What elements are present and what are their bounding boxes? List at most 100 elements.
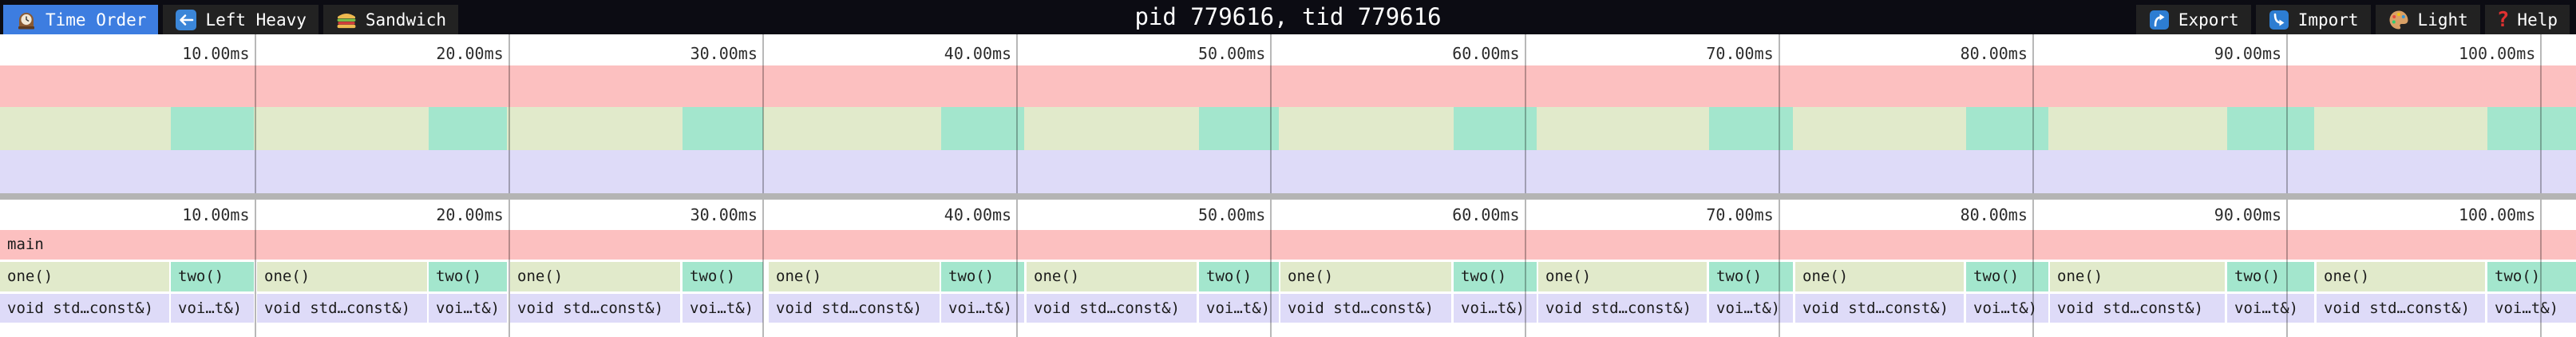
- frame-two-sub[interactable]: voi…t&): [1966, 294, 2048, 323]
- frame-two-sub[interactable]: voi…t&): [2227, 294, 2314, 323]
- tick-label: 30.00ms: [690, 44, 758, 63]
- left-arrow-icon: [175, 9, 197, 31]
- frame-one-sub[interactable]: void std…const&): [769, 294, 940, 323]
- gridline: [2032, 200, 2034, 337]
- frame-one-sub[interactable]: void std…const&): [257, 294, 427, 323]
- tick-label: 70.00ms: [1706, 205, 1774, 224]
- frame-one[interactable]: one(): [2317, 262, 2485, 291]
- frame-two-sub[interactable]: voi…t&): [1709, 294, 1793, 323]
- tick-label: 40.00ms: [944, 205, 1012, 224]
- frame-one[interactable]: one(): [769, 262, 940, 291]
- frame-one[interactable]: one(): [1027, 262, 1197, 291]
- flamechart[interactable]: 10.00ms 20.00ms 30.00ms 40.00ms 50.00ms 60.00…: [0, 200, 2576, 337]
- frame-two[interactable]: two(): [1709, 262, 1793, 291]
- frame-two-sub[interactable]: voi…t&): [941, 294, 1024, 323]
- frame-one[interactable]: one(): [1795, 262, 1964, 291]
- export-icon: [2148, 9, 2170, 31]
- tick-label: 100.00ms: [2458, 205, 2536, 224]
- frame-one-sub[interactable]: void std…const&): [2050, 294, 2225, 323]
- gridline: [762, 34, 764, 193]
- minimap-frame-two[interactable]: [2227, 107, 2314, 150]
- gridline: [1270, 34, 1272, 193]
- tab-sandwich[interactable]: Sandwich: [322, 5, 459, 34]
- tab-label: Time Order: [46, 10, 147, 30]
- frame-one[interactable]: one(): [257, 262, 427, 291]
- help-button[interactable]: ? Help: [2484, 5, 2570, 34]
- frame-two-sub[interactable]: voi…t&): [2487, 294, 2576, 323]
- minimap-frame-two[interactable]: [1454, 107, 1537, 150]
- button-label: Import: [2297, 10, 2359, 30]
- tab-label: Left Heavy: [205, 10, 307, 30]
- frame-two[interactable]: two(): [1966, 262, 2048, 291]
- button-label: Help: [2517, 10, 2558, 30]
- frame-one[interactable]: one(): [2050, 262, 2225, 291]
- frame-one[interactable]: one(): [1280, 262, 1451, 291]
- tick-label: 10.00ms: [182, 44, 250, 63]
- palette-icon: [2388, 9, 2410, 31]
- frame-main[interactable]: main: [0, 230, 2576, 260]
- frame-two[interactable]: two(): [2487, 262, 2576, 291]
- toolbar-actions: Export Import: [2135, 5, 2576, 34]
- frame-two-sub[interactable]: voi…t&): [1199, 294, 1279, 323]
- gridline: [1778, 34, 1780, 193]
- frame-one-sub[interactable]: void std…const&): [0, 294, 169, 323]
- import-button[interactable]: Import: [2255, 5, 2371, 34]
- gridline: [2286, 200, 2289, 337]
- frame-two[interactable]: two(): [1454, 262, 1537, 291]
- tab-time-order[interactable]: Time Order: [3, 5, 159, 34]
- gridline: [2540, 34, 2542, 193]
- tick-label: 100.00ms: [2458, 44, 2536, 63]
- frame-two[interactable]: two(): [683, 262, 763, 291]
- minimap-frame-two[interactable]: [429, 107, 507, 150]
- frame-two[interactable]: two(): [2227, 262, 2314, 291]
- tick-label: 50.00ms: [1198, 205, 1266, 224]
- theme-toggle-button[interactable]: Light: [2375, 5, 2480, 34]
- minimap-divider[interactable]: [0, 193, 2576, 200]
- tick-label: 60.00ms: [1452, 205, 1520, 224]
- gridline: [762, 200, 764, 337]
- frame-one[interactable]: one(): [1538, 262, 1707, 291]
- frame-one-sub[interactable]: void std…const&): [1280, 294, 1451, 323]
- export-button[interactable]: Export: [2135, 5, 2251, 34]
- clock-icon: [15, 9, 38, 31]
- minimap-band-depth2[interactable]: [0, 150, 2576, 193]
- minimap-frame-two[interactable]: [1709, 107, 1793, 150]
- frame-two[interactable]: two(): [429, 262, 507, 291]
- button-label: Export: [2178, 10, 2239, 30]
- frame-one-sub[interactable]: void std…const&): [1027, 294, 1197, 323]
- minimap-frame-two[interactable]: [683, 107, 763, 150]
- frame-two[interactable]: two(): [1199, 262, 1279, 291]
- help-icon: ?: [2496, 7, 2510, 32]
- frame-one-sub[interactable]: void std…const&): [510, 294, 680, 323]
- toolbar: Time Order Left Heavy: [0, 0, 2576, 34]
- gridline: [1016, 34, 1019, 193]
- gridline: [1524, 200, 1526, 337]
- frame-one[interactable]: one(): [510, 262, 680, 291]
- frame-two-sub[interactable]: voi…t&): [429, 294, 507, 323]
- frame-two-sub[interactable]: voi…t&): [683, 294, 763, 323]
- frame-one-sub[interactable]: void std…const&): [2317, 294, 2485, 323]
- frame-one-sub[interactable]: void std…const&): [1795, 294, 1964, 323]
- minimap-frame-two[interactable]: [1966, 107, 2048, 150]
- gridline: [1778, 200, 1780, 337]
- tick-label: 90.00ms: [2214, 205, 2282, 224]
- tick-label: 80.00ms: [1960, 205, 2028, 224]
- frame-one[interactable]: one(): [0, 262, 169, 291]
- minimap-frame-two[interactable]: [941, 107, 1024, 150]
- minimap-frame-two[interactable]: [1199, 107, 1279, 150]
- tick-label: 20.00ms: [436, 44, 504, 63]
- frame-two-sub[interactable]: voi…t&): [1454, 294, 1537, 323]
- tick-label: 20.00ms: [436, 205, 504, 224]
- frame-one-sub[interactable]: void std…const&): [1538, 294, 1707, 323]
- minimap-band-depth1[interactable]: [0, 107, 2576, 150]
- frame-two[interactable]: two(): [941, 262, 1024, 291]
- tab-left-heavy[interactable]: Left Heavy: [163, 5, 319, 34]
- minimap-frame-two[interactable]: [171, 107, 254, 150]
- frame-two-sub[interactable]: voi…t&): [171, 294, 254, 323]
- frame-two[interactable]: two(): [171, 262, 254, 291]
- minimap[interactable]: 10.00ms 20.00ms 30.00ms 40.00ms 50.00ms 60.00…: [0, 34, 2576, 193]
- gridline: [508, 200, 510, 337]
- minimap-frame-two[interactable]: [2487, 107, 2576, 150]
- minimap-band-main[interactable]: [0, 65, 2576, 107]
